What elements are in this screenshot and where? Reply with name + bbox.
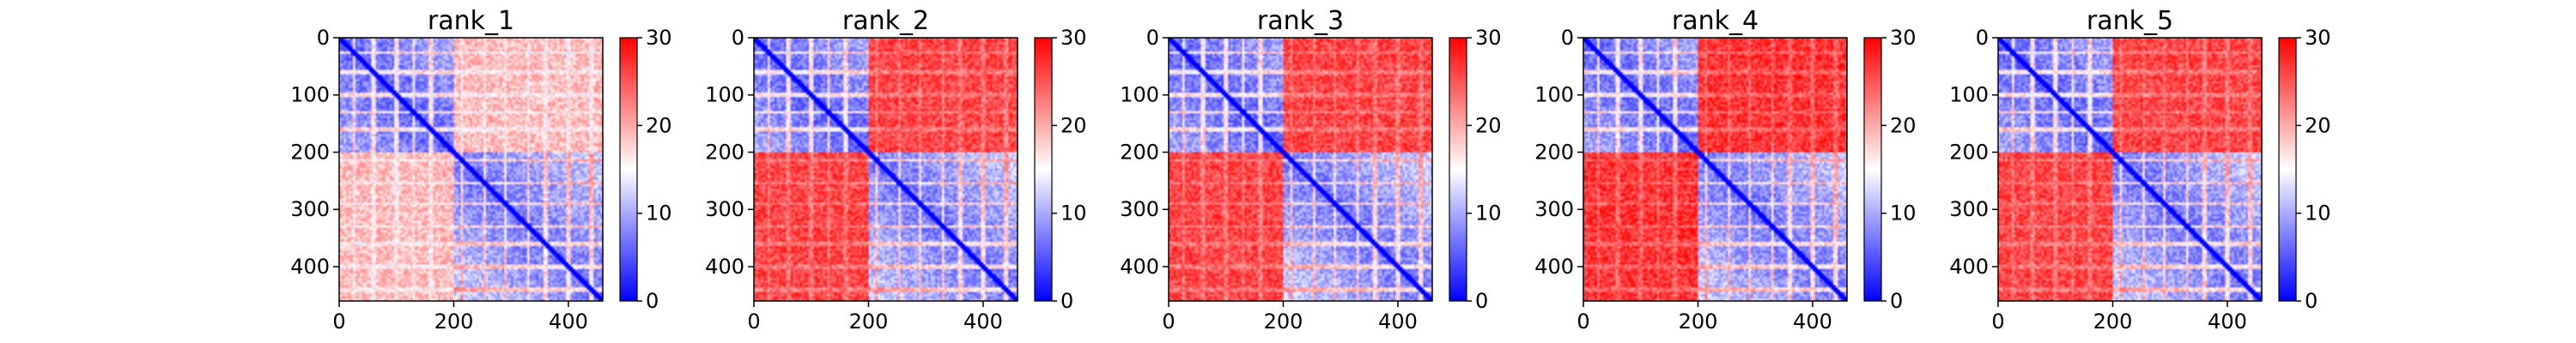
y-tick-label: 400 — [705, 255, 744, 279]
colorbar-tick-label: 30 — [1060, 26, 1087, 50]
heatmap-image — [1583, 38, 1847, 301]
colorbar-tick-label: 20 — [2305, 113, 2331, 137]
y-tick-label: 0 — [1976, 26, 1989, 50]
heatmap-panel-5: rank_5 0 200 400 0 100 200 300 400 0 10 20 30 — [1949, 6, 2330, 334]
colorbar-tick-label: 30 — [646, 26, 672, 50]
y-tick-label: 200 — [1949, 140, 1989, 164]
x-tick-label: 0 — [1577, 310, 1589, 334]
colorbar-tick-label: 0 — [1475, 289, 1488, 313]
x-tick-label: 0 — [1991, 310, 2004, 334]
y-tick-label: 100 — [1534, 83, 1574, 107]
panel-title: rank_2 — [842, 6, 929, 36]
x-tick-label: 200 — [2093, 310, 2133, 334]
heatmap-panel-2: rank_2 0 200 400 0 100 200 300 400 0 10 20 30 — [705, 6, 1086, 334]
heatmap-image — [339, 38, 603, 301]
colorbar-tick-label: 0 — [1890, 289, 1903, 313]
y-tick-label: 200 — [1534, 140, 1574, 164]
colorbar-tick-label: 10 — [2305, 202, 2331, 226]
x-tick-label: 0 — [747, 310, 760, 334]
x-tick-label: 400 — [1793, 310, 1832, 334]
plot-frame — [1583, 37, 1848, 302]
heatmap-image — [1998, 38, 2262, 301]
y-tick-label: 100 — [1949, 83, 1989, 107]
colorbar-tick-label: 10 — [646, 202, 672, 226]
y-tick-label: 300 — [290, 197, 330, 221]
colorbar-tick-label: 20 — [1060, 113, 1087, 137]
x-tick-label: 200 — [1679, 310, 1718, 334]
colorbar-tick-label: 0 — [1060, 289, 1073, 313]
colorbar-tick-label: 0 — [646, 289, 659, 313]
y-tick-label: 0 — [317, 26, 330, 50]
y-tick-label: 400 — [1534, 255, 1574, 279]
colorbar-tick-label: 30 — [1890, 26, 1917, 50]
panel-title: rank_5 — [2087, 6, 2173, 36]
y-tick-label: 300 — [1949, 197, 1989, 221]
x-tick-label: 400 — [549, 310, 588, 334]
colorbar — [1863, 37, 1882, 302]
y-tick-label: 200 — [705, 140, 744, 164]
y-tick-label: 100 — [705, 83, 744, 107]
colorbar-tick-label: 10 — [1475, 202, 1502, 226]
y-tick-label: 200 — [290, 140, 330, 164]
colorbar — [1449, 37, 1467, 302]
y-tick-label: 400 — [1949, 255, 1989, 279]
colorbar-tick-label: 10 — [1060, 202, 1087, 226]
y-tick-label: 100 — [1120, 83, 1159, 107]
colorbar-tick-label: 20 — [1475, 113, 1502, 137]
heatmap-image — [754, 38, 1018, 301]
heatmap-panel-4: rank_4 0 200 400 0 100 200 300 400 0 10 20 30 — [1534, 6, 1916, 334]
y-tick-label: 0 — [1561, 26, 1574, 50]
x-tick-label: 0 — [1162, 310, 1175, 334]
heatmap-image — [1169, 38, 1432, 301]
y-tick-label: 400 — [1120, 255, 1159, 279]
y-tick-label: 100 — [290, 83, 330, 107]
colorbar — [1034, 37, 1053, 302]
colorbar — [2278, 37, 2297, 302]
panel-title: rank_4 — [1672, 6, 1759, 36]
y-tick-label: 300 — [705, 197, 744, 221]
x-tick-label: 400 — [1378, 310, 1418, 334]
panel-title: rank_3 — [1257, 6, 1344, 36]
y-tick-label: 300 — [1120, 197, 1159, 221]
colorbar-tick-label: 30 — [2305, 26, 2331, 50]
heatmap-panel-3: rank_3 0 200 400 0 100 200 300 400 0 10 20 30 — [1120, 6, 1501, 334]
y-tick-label: 200 — [1120, 140, 1159, 164]
heatmap-panel-1: rank_1 0 200 400 0 100 200 300 400 0 10 20 30 — [290, 6, 671, 334]
plot-frame — [1997, 37, 2263, 302]
colorbar — [619, 37, 638, 302]
colorbar-tick-label: 0 — [2305, 289, 2318, 313]
x-tick-label: 400 — [2208, 310, 2247, 334]
colorbar-tick-label: 30 — [1475, 26, 1502, 50]
panel-title: rank_1 — [428, 6, 514, 36]
x-tick-label: 0 — [332, 310, 345, 334]
y-tick-label: 300 — [1534, 197, 1574, 221]
colorbar-tick-label: 20 — [646, 113, 672, 137]
x-tick-label: 200 — [1264, 310, 1303, 334]
y-tick-label: 0 — [732, 26, 744, 50]
plot-frame — [1168, 37, 1433, 302]
plot-frame — [338, 37, 604, 302]
x-tick-label: 200 — [849, 310, 889, 334]
y-tick-label: 400 — [290, 255, 330, 279]
x-tick-label: 400 — [963, 310, 1003, 334]
x-tick-label: 200 — [434, 310, 474, 334]
plot-frame — [753, 37, 1018, 302]
colorbar-tick-label: 20 — [1890, 113, 1917, 137]
colorbar-tick-label: 10 — [1890, 202, 1917, 226]
y-tick-label: 0 — [1146, 26, 1159, 50]
